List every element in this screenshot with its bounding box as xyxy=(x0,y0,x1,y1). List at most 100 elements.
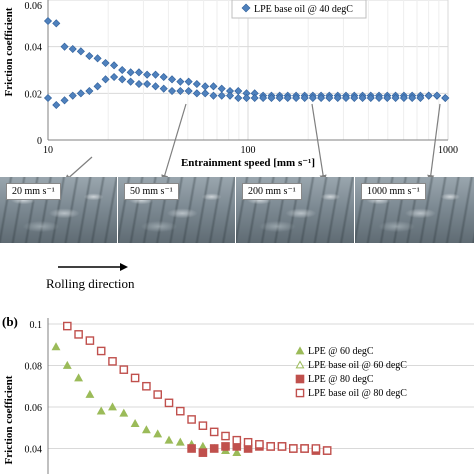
chart-a-point xyxy=(201,82,210,91)
chart-a-point xyxy=(209,82,218,91)
chart-a-point xyxy=(76,47,85,56)
chart-a-point xyxy=(375,93,384,103)
chart-a-point xyxy=(168,86,177,96)
chart-b-point xyxy=(119,365,129,374)
chart-a-y-tick-label: 0.02 xyxy=(25,89,43,100)
chart-b-point xyxy=(153,390,163,399)
chart-a-point xyxy=(134,68,143,77)
chart-a-point xyxy=(60,96,69,105)
micrograph-label: 50 mm s⁻¹ xyxy=(124,183,179,200)
micrograph-200: 200 mm s⁻¹ xyxy=(236,177,354,243)
chart-b: 0.04 0.06 0.08 0.1 (b) Friction coefficient… xyxy=(2,314,474,474)
panel-b-label: (b) xyxy=(2,314,18,329)
chart-b-points xyxy=(51,321,332,457)
chart-b-point xyxy=(164,435,174,444)
chart-a-point xyxy=(416,93,425,103)
chart-b-point xyxy=(51,342,61,351)
chart-a-point xyxy=(52,100,61,110)
chart-a-point xyxy=(184,77,193,86)
chart-b-point xyxy=(266,442,276,451)
chart-a-gridlines xyxy=(47,0,449,140)
chart-b-legend-label: LPE base oil @ 60 degC xyxy=(308,360,407,371)
chart-a-point xyxy=(85,86,94,96)
chart-b-point xyxy=(153,429,163,438)
chart-b-point xyxy=(96,406,106,415)
chart-a-point xyxy=(143,79,152,89)
chart-a-point xyxy=(275,93,284,103)
chart-b-y-axis-title: Friction coefficient xyxy=(3,375,15,464)
chart-a-point xyxy=(126,68,135,77)
chart-b-point xyxy=(187,415,196,424)
chart-a-point xyxy=(68,44,77,54)
chart-a-point xyxy=(325,93,334,103)
chart-a-point xyxy=(225,91,235,100)
chart-a-y-tick-label: 0.04 xyxy=(25,43,43,54)
chart-a-point xyxy=(159,72,168,82)
chart-a-legend-label: LPE base oil @ 40 degC xyxy=(254,4,353,15)
chart-a-legend-diamond-icon xyxy=(241,3,251,13)
chart-b-point xyxy=(198,448,208,457)
chart-b-point xyxy=(175,437,185,446)
chart-b-point xyxy=(119,408,129,417)
chart-b-point xyxy=(198,421,208,430)
chart-a-point xyxy=(60,42,69,51)
chart-b-point xyxy=(187,444,196,453)
chart-b-point xyxy=(130,418,140,427)
chart-b-point xyxy=(311,444,321,453)
chart-a-point xyxy=(101,75,110,84)
chart-b-legend-label: LPE @ 60 degC xyxy=(308,346,374,357)
chart-b-point xyxy=(74,330,83,339)
chart-b-point xyxy=(209,427,219,437)
chart-a-point xyxy=(151,82,160,91)
chart-b-point xyxy=(221,442,230,451)
chart-b-point xyxy=(322,446,332,455)
chart-a-point xyxy=(118,65,127,75)
chart-b-point xyxy=(142,381,151,391)
chart-b-legend-label: LPE @ 80 degC xyxy=(308,374,374,385)
chart-b-point xyxy=(108,402,117,411)
chart-a-y-axis-title: Friction coefficient xyxy=(3,7,15,96)
chart-b-legend-marker xyxy=(295,360,305,369)
chart-a-point xyxy=(76,89,85,98)
chart-b-point xyxy=(198,441,208,450)
chart-b-point xyxy=(255,440,264,449)
chart-a-point xyxy=(110,61,119,70)
chart-b-point xyxy=(164,398,174,408)
chart-a-point xyxy=(93,54,102,63)
chart-b-legend: LPE @ 60 degC LPE base oil @ 60 degC LPE @… xyxy=(295,346,407,399)
chart-a-point xyxy=(118,75,127,84)
chart-b-point xyxy=(232,448,242,457)
chart-a-point xyxy=(308,93,317,103)
chart-b-point xyxy=(277,442,287,451)
chart-a-point xyxy=(151,70,160,79)
chart-a-point xyxy=(201,89,210,98)
chart-a-point xyxy=(300,93,309,103)
chart-b-point xyxy=(85,389,95,398)
chart-a-point xyxy=(101,58,110,68)
chart-a-point xyxy=(176,86,185,96)
chart-b-legend-label: LPE base oil @ 80 degC xyxy=(308,388,407,399)
chart-a-point xyxy=(408,93,417,103)
chart-b-legend-marker xyxy=(295,346,305,355)
chart-a-point xyxy=(341,93,351,103)
chart-a-point xyxy=(432,91,442,100)
chart-a-point xyxy=(333,93,342,103)
chart-b-point xyxy=(96,346,106,356)
chart-a-y-tick-label: 0.06 xyxy=(25,1,43,12)
chart-b-point xyxy=(175,406,185,416)
micrograph-50: 50 mm s⁻¹ xyxy=(118,177,235,243)
chart-b-point xyxy=(85,336,95,345)
chart-a-point xyxy=(168,75,177,84)
chart-a-legend: LPE base oil @ 40 degC xyxy=(231,0,367,19)
chart-b-point xyxy=(130,373,140,383)
chart-b-point xyxy=(289,444,298,453)
chart-a-point xyxy=(43,93,53,103)
chart-a-point xyxy=(283,93,292,103)
chart-a-point xyxy=(399,93,408,103)
chart-a-x-tick-label: 100 xyxy=(241,145,256,156)
chart-b-legend-marker xyxy=(295,374,305,384)
chart-a-point xyxy=(391,93,400,103)
chart-b-legend-marker xyxy=(295,388,305,398)
chart-b-y-tick-label: 0.06 xyxy=(25,403,43,414)
